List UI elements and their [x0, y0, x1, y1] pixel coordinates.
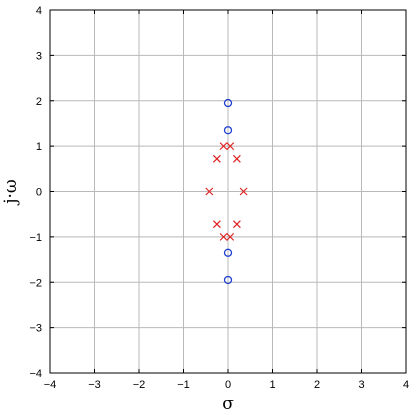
zero-marker — [223, 248, 233, 257]
y-axis-label: j·ω — [1, 179, 21, 206]
zero-marker — [223, 98, 233, 108]
pole-marker — [226, 142, 235, 151]
data-marks — [205, 98, 248, 285]
grid — [50, 10, 406, 373]
x-tick-label: −2 — [133, 379, 146, 391]
x-axis-ticks: −4 −3 −2 −1 0 1 2 3 4 — [44, 10, 409, 391]
x-tick-label: −1 — [177, 379, 190, 391]
zero-marker — [223, 275, 233, 285]
x-tick-label: 1 — [269, 379, 275, 391]
x-tick-label: 2 — [314, 379, 320, 391]
x-tick-label: 0 — [225, 379, 231, 391]
pole-marker — [226, 232, 235, 241]
x-axis-label: σ — [222, 394, 234, 414]
y-axis-ticks: −4 −3 −2 −1 0 1 2 3 4 — [29, 5, 406, 380]
pole-marker — [232, 220, 241, 229]
pole-marker — [239, 187, 248, 196]
x-tick-label: −4 — [44, 379, 57, 391]
x-tick-label: −3 — [88, 379, 101, 391]
zero-marker — [223, 126, 233, 135]
x-tick-label: 4 — [403, 379, 409, 391]
pole-marker — [232, 154, 241, 163]
pole-marker — [219, 142, 228, 151]
y-tick-label: −4 — [29, 368, 42, 380]
pole-marker — [212, 154, 221, 163]
y-tick-label: 0 — [36, 187, 42, 199]
pole-marker — [205, 187, 214, 196]
y-tick-label: −3 — [29, 323, 42, 335]
pole-marker — [212, 220, 221, 229]
pole-marker — [219, 232, 228, 241]
x-tick-label: 3 — [358, 379, 364, 391]
y-tick-label: −2 — [29, 277, 42, 289]
y-tick-label: 3 — [36, 50, 42, 62]
y-tick-label: 1 — [36, 141, 42, 153]
y-tick-label: −1 — [29, 232, 42, 244]
y-tick-label: 2 — [36, 96, 42, 108]
y-tick-label: 4 — [36, 5, 42, 17]
